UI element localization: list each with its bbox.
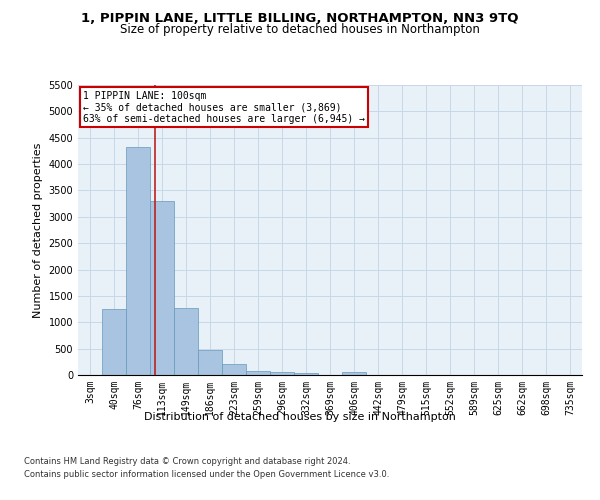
- Text: Contains HM Land Registry data © Crown copyright and database right 2024.: Contains HM Land Registry data © Crown c…: [24, 458, 350, 466]
- Bar: [342, 372, 366, 375]
- Bar: [174, 308, 198, 375]
- Bar: [270, 372, 294, 375]
- Bar: [294, 373, 318, 375]
- Y-axis label: Number of detached properties: Number of detached properties: [33, 142, 43, 318]
- Bar: [126, 146, 150, 375]
- Bar: [246, 371, 270, 375]
- Bar: [150, 201, 174, 375]
- Bar: [222, 364, 246, 375]
- Text: 1 PIPPIN LANE: 100sqm
← 35% of detached houses are smaller (3,869)
63% of semi-d: 1 PIPPIN LANE: 100sqm ← 35% of detached …: [83, 91, 365, 124]
- Text: Distribution of detached houses by size in Northampton: Distribution of detached houses by size …: [144, 412, 456, 422]
- Text: 1, PIPPIN LANE, LITTLE BILLING, NORTHAMPTON, NN3 9TQ: 1, PIPPIN LANE, LITTLE BILLING, NORTHAMP…: [81, 12, 519, 26]
- Bar: [102, 309, 126, 375]
- Text: Size of property relative to detached houses in Northampton: Size of property relative to detached ho…: [120, 24, 480, 36]
- Text: Contains public sector information licensed under the Open Government Licence v3: Contains public sector information licen…: [24, 470, 389, 479]
- Bar: [198, 350, 222, 375]
